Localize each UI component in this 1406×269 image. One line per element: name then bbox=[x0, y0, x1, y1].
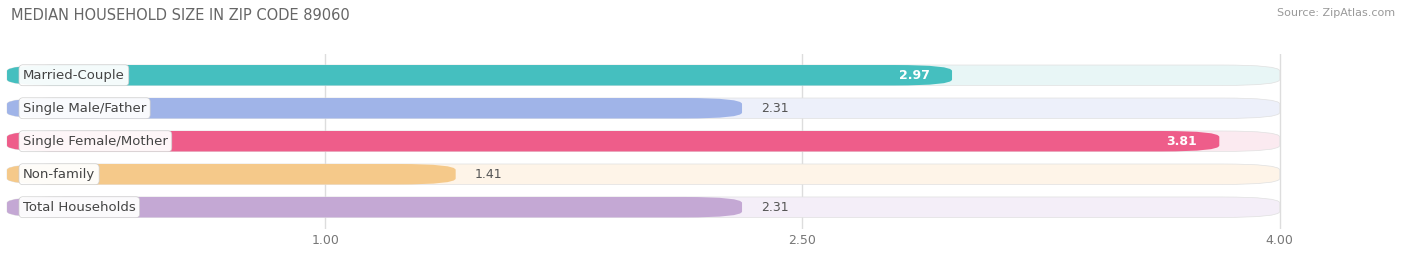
FancyBboxPatch shape bbox=[7, 164, 1279, 185]
FancyBboxPatch shape bbox=[7, 197, 742, 217]
FancyBboxPatch shape bbox=[7, 65, 1279, 86]
Text: Source: ZipAtlas.com: Source: ZipAtlas.com bbox=[1277, 8, 1395, 18]
Text: 2.31: 2.31 bbox=[761, 201, 789, 214]
FancyBboxPatch shape bbox=[7, 98, 742, 118]
FancyBboxPatch shape bbox=[7, 131, 1219, 151]
Text: 2.31: 2.31 bbox=[761, 102, 789, 115]
Text: 3.81: 3.81 bbox=[1167, 135, 1197, 148]
Text: Married-Couple: Married-Couple bbox=[22, 69, 125, 82]
FancyBboxPatch shape bbox=[7, 98, 1279, 118]
Text: Single Male/Father: Single Male/Father bbox=[22, 102, 146, 115]
FancyBboxPatch shape bbox=[7, 197, 1279, 217]
Text: Total Households: Total Households bbox=[22, 201, 136, 214]
Text: MEDIAN HOUSEHOLD SIZE IN ZIP CODE 89060: MEDIAN HOUSEHOLD SIZE IN ZIP CODE 89060 bbox=[11, 8, 350, 23]
FancyBboxPatch shape bbox=[7, 131, 1279, 151]
FancyBboxPatch shape bbox=[7, 65, 952, 86]
Text: 2.97: 2.97 bbox=[898, 69, 929, 82]
FancyBboxPatch shape bbox=[7, 164, 456, 185]
Text: 1.41: 1.41 bbox=[475, 168, 502, 181]
Text: Single Female/Mother: Single Female/Mother bbox=[22, 135, 167, 148]
Text: Non-family: Non-family bbox=[22, 168, 96, 181]
